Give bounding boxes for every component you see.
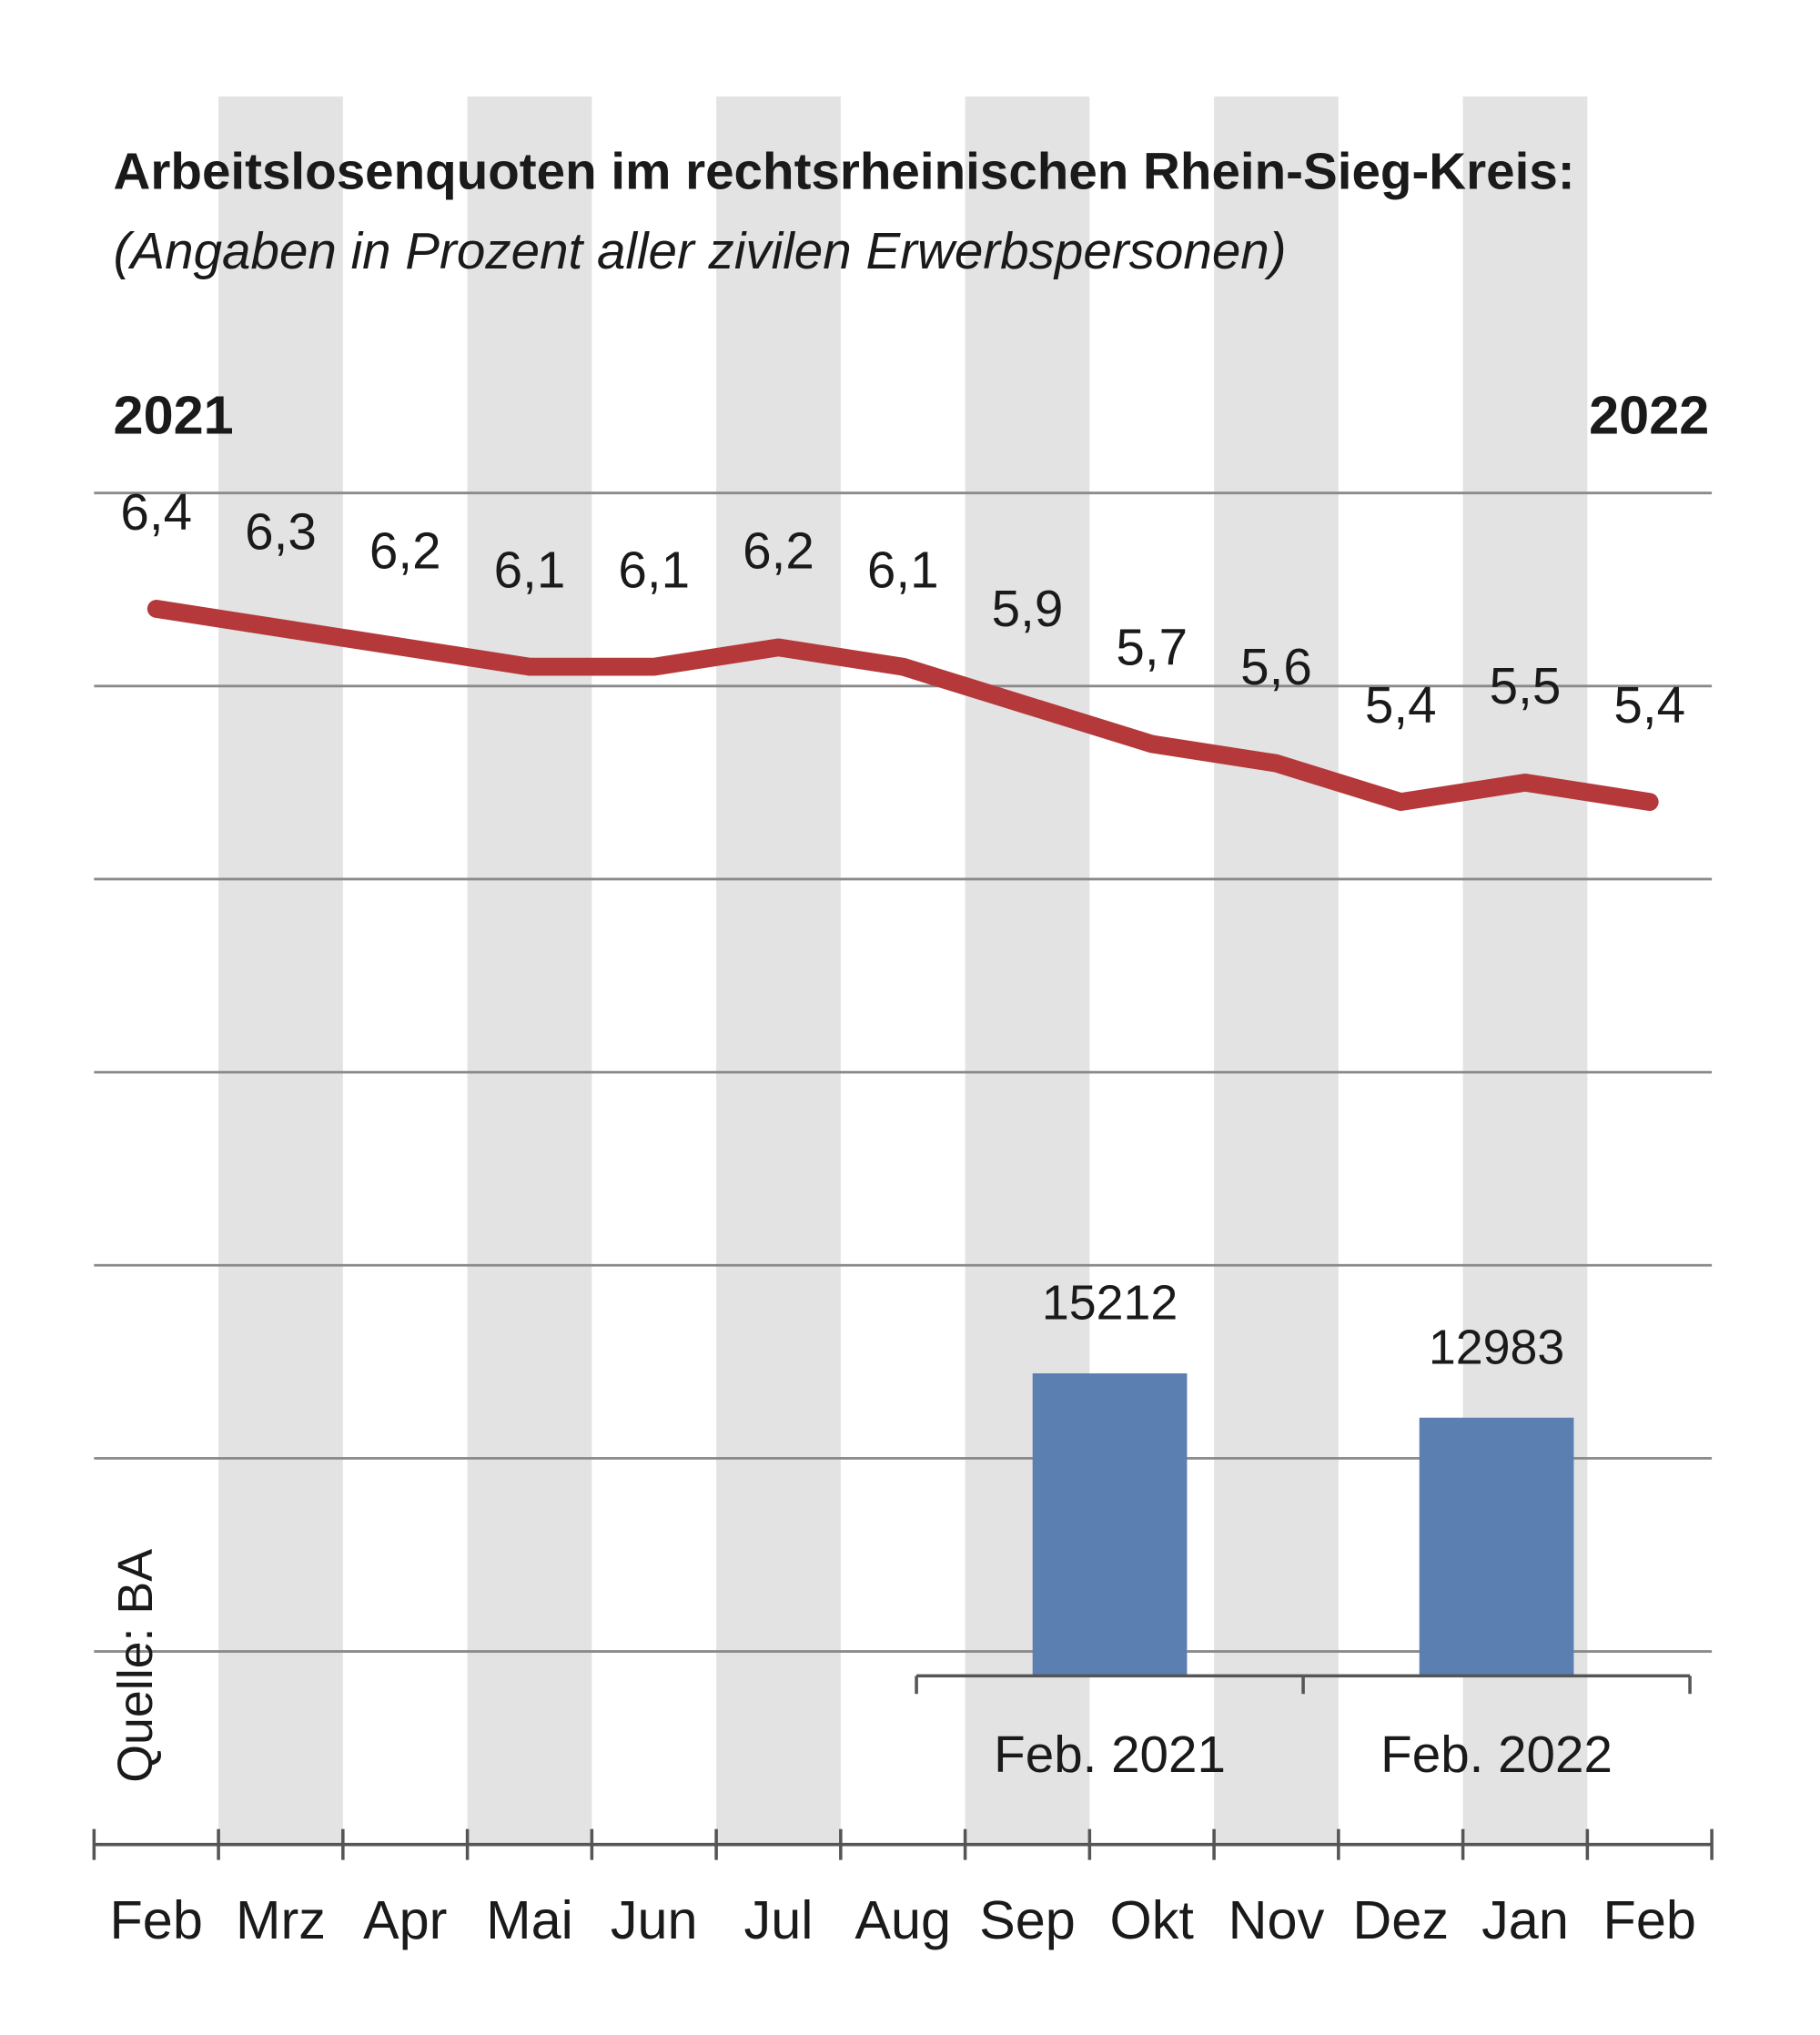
data-label: 12983	[1429, 1320, 1564, 1374]
bar	[1032, 1373, 1188, 1676]
x-tick-label: Jan	[1481, 1889, 1569, 1950]
x-tick-label: Feb	[1603, 1889, 1696, 1950]
source: Quelle: BA	[108, 1549, 163, 1783]
x-tick-label: Feb	[110, 1889, 203, 1950]
x-tick-label: Feb. 2021	[994, 1726, 1226, 1783]
data-label: 5,6	[1240, 638, 1312, 695]
data-label: 5,7	[1116, 619, 1188, 676]
column-stripe	[716, 96, 841, 1845]
x-tick-label: Apr	[363, 1889, 447, 1950]
background-stripes	[218, 96, 1588, 1845]
x-tick-label: Okt	[1110, 1889, 1195, 1950]
chart-title: Arbeitslosenquoten im rechtsrheinischen …	[114, 142, 1575, 199]
bar	[1419, 1417, 1574, 1676]
data-label: 5,9	[992, 580, 1064, 637]
data-label: 6,1	[494, 542, 566, 599]
data-label: 5,4	[1613, 676, 1685, 734]
plot: Feb 6,4 Mrz 6,3 Apr 6,2 Mai 6,1 Jun 6,1 Jul 6,2 Aug 6…	[92, 483, 1714, 1950]
column-stripe	[1214, 96, 1339, 1845]
column-stripe	[218, 96, 343, 1845]
year-label: 2022	[1589, 385, 1709, 446]
x-tick-label: Sep	[979, 1889, 1076, 1950]
data-label: 6,2	[369, 521, 441, 579]
line	[147, 600, 1659, 812]
x-tick-label: Jul	[744, 1889, 814, 1950]
x-tick-label: Nov	[1228, 1889, 1325, 1950]
x-tick-label: Mai	[486, 1889, 573, 1950]
x-tick-label: Dez	[1352, 1889, 1449, 1950]
column-stripe	[467, 96, 592, 1845]
data-label: 6,3	[245, 502, 317, 560]
data-label: 15212	[1042, 1276, 1178, 1331]
data-label: 6,1	[867, 542, 939, 599]
data-label: 5,4	[1365, 676, 1437, 734]
chart-subtitle: (Angaben in Prozent aller zivilen Erwerb…	[114, 222, 1287, 279]
x-tick-label: Mrz	[236, 1889, 326, 1950]
data-label: 6,2	[743, 521, 814, 579]
x-tick-label: Feb. 2022	[1380, 1726, 1613, 1783]
year-label: 2021	[114, 385, 234, 446]
x-tick-label: Aug	[854, 1889, 951, 1950]
data-label: 6,4	[120, 483, 192, 541]
x-tick-label: Jun	[611, 1889, 698, 1950]
data-label: 5,5	[1490, 657, 1562, 714]
data-label: 6,1	[618, 542, 690, 599]
